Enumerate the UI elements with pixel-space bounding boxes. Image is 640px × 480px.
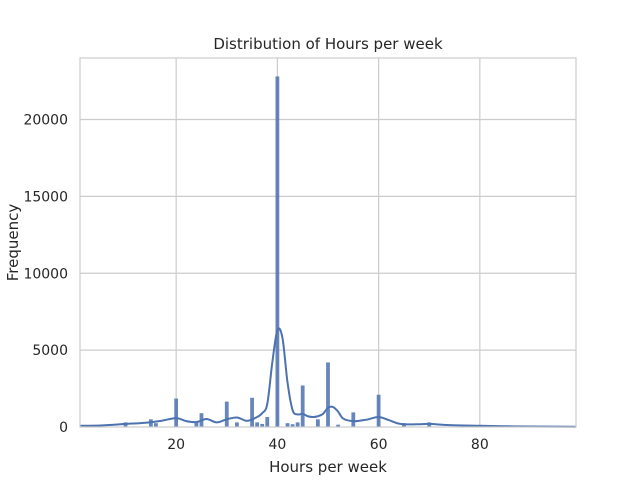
y-tick-label-1: 5000 [32,343,68,359]
bar-18 [326,362,330,427]
x-tick-label-2: 60 [370,437,388,453]
bar-13 [285,423,290,427]
y-axis-label: Frequency [4,204,22,282]
y-tick-label-4: 20000 [23,113,68,129]
bar-20 [351,412,356,427]
bar-8 [250,397,254,427]
bar-4 [194,422,199,427]
bar-14 [290,424,295,427]
bar-16 [300,385,305,427]
bar-10 [260,423,265,427]
bar-17 [315,419,320,427]
bar-2 [154,423,158,427]
y-tick-label-2: 10000 [23,266,68,282]
bar-21 [376,394,381,427]
plot-frame [79,57,577,428]
bars [123,76,482,427]
bar-9 [255,422,260,427]
bar-11 [265,417,270,427]
x-tick-label-3: 80 [471,437,489,453]
x-tick-label-1: 40 [268,437,286,453]
bar-19 [336,424,341,427]
chart-title: Distribution of Hours per week [213,35,443,53]
kde-curve [79,327,577,428]
bar-12 [275,76,280,427]
x-tick-label-0: 20 [167,437,185,453]
bar-3 [174,398,179,427]
x-axis-label: Hours per week [269,458,387,476]
y-tick-label-3: 15000 [23,189,68,205]
bar-15 [295,422,300,427]
y-tick-label-0: 0 [59,420,68,436]
bar-7 [235,422,239,427]
bar-6 [224,401,229,427]
tick-labels: 20 40 60 80 0 5000 10000 15000 20000 [23,113,488,454]
